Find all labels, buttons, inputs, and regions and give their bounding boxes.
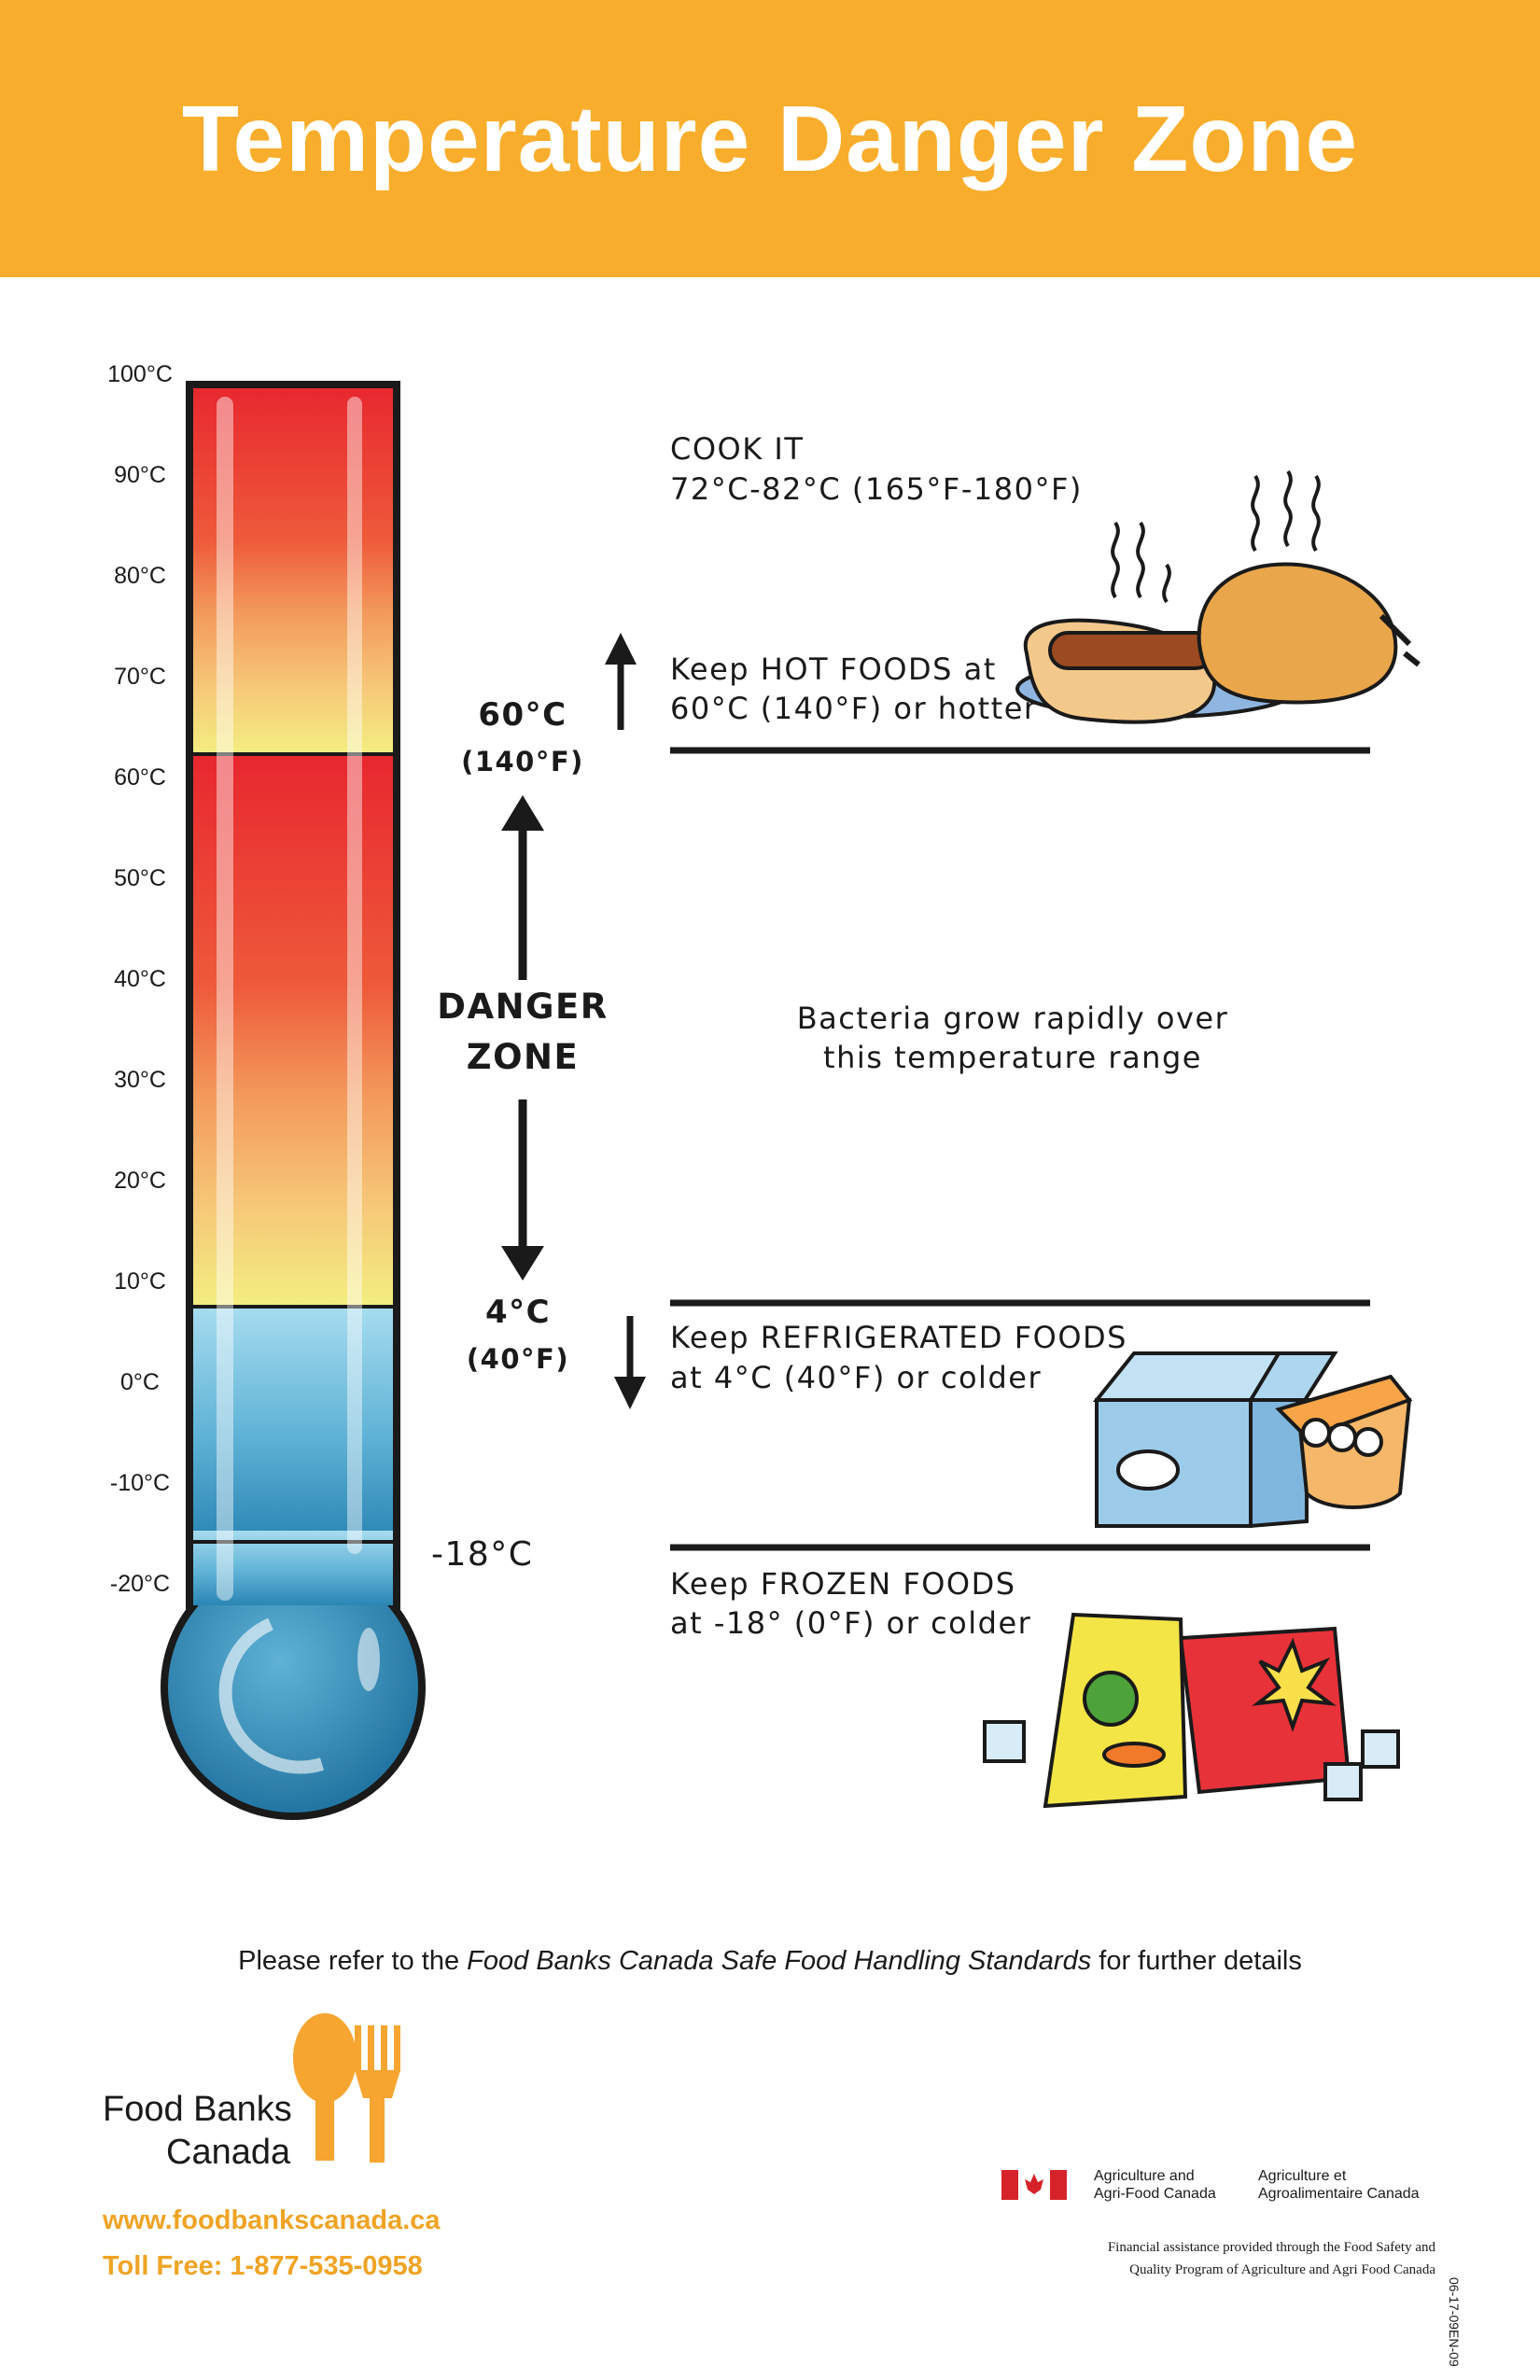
- canada-flag-icon: [1001, 2170, 1067, 2200]
- agr-en-line1: Agriculture and: [1094, 2168, 1195, 2184]
- financial-note-line2: Quality Program of Agriculture and Agri …: [1129, 2262, 1435, 2277]
- scale-tick: 100°C: [107, 361, 173, 387]
- scale-tick: 80°C: [114, 563, 166, 589]
- danger-zone-arrow: [501, 795, 544, 1281]
- frozen-line1: Keep FROZEN FOODS: [670, 1566, 1016, 1602]
- hot-foods-line2: 60°C (140°F) or hotter: [670, 691, 1038, 726]
- danger-label-line1: DANGER: [437, 987, 609, 1027]
- scale-tick: 10°C: [114, 1268, 166, 1295]
- frozen-food-icon: [983, 1612, 1400, 1809]
- financial-note-line1: Financial assistance provided through th…: [1107, 2240, 1435, 2255]
- cold-threshold-fahrenheit: (40°F): [466, 1343, 570, 1375]
- org-name-line1: Food Banks: [103, 2090, 292, 2129]
- danger-label-line2: ZONE: [466, 1037, 580, 1077]
- scale-tick: 30°C: [114, 1067, 166, 1093]
- arrow-down-icon: [614, 1316, 646, 1409]
- scale-tick: 40°C: [114, 966, 166, 992]
- agr-en-line2: Agri-Food Canada: [1094, 2186, 1216, 2202]
- scale-tick: -20°C: [109, 1571, 171, 1597]
- refrigerated-line2: at 4°C (40°F) or colder: [670, 1360, 1043, 1395]
- financial-note: Financial assistance provided through th…: [950, 2236, 1435, 2281]
- scale-tick: 20°C: [114, 1168, 166, 1194]
- thermometer-danger-section: [189, 754, 397, 1307]
- hot-threshold-fahrenheit: (140°F): [461, 746, 584, 777]
- page-title: Temperature Danger Zone: [181, 87, 1359, 191]
- scale-tick: 50°C: [114, 865, 166, 891]
- hot-threshold-celsius: 60°C: [478, 696, 567, 734]
- org-name-line2: Canada: [166, 2133, 291, 2172]
- cold-threshold-celsius: 4°C: [484, 1294, 552, 1331]
- thermometer: [161, 381, 426, 1820]
- agr-fr-line1: Agriculture et: [1258, 2168, 1347, 2184]
- scale-tick: 70°C: [114, 664, 166, 690]
- scale-tick: -10°C: [109, 1470, 171, 1496]
- arrow-up-icon: [605, 633, 637, 730]
- food-banks-canada-logo: [293, 2013, 400, 2163]
- agr-fr-line2: Agroalimentaire Canada: [1258, 2186, 1420, 2202]
- frozen-line2: at -18° (0°F) or colder: [670, 1605, 1032, 1641]
- cook-title: COOK IT: [670, 431, 805, 467]
- bacteria-line1: Bacteria grow rapidly over: [796, 1001, 1229, 1036]
- refrigerated-food-icon: [1092, 1351, 1413, 1529]
- thermometer-cold-section: [189, 1307, 397, 1542]
- thermometer-hot-section: [189, 385, 397, 754]
- reference-note: Please refer to the Food Banks Canada Sa…: [238, 1946, 1302, 1976]
- frozen-threshold-celsius: -18°C: [431, 1535, 534, 1574]
- refrigerated-line1: Keep REFRIGERATED FOODS: [670, 1320, 1127, 1355]
- hot-foods-line1: Keep HOT FOODS at: [670, 651, 997, 687]
- hot-food-icon: [1015, 469, 1421, 724]
- bacteria-line2: this temperature range: [823, 1040, 1202, 1075]
- toll-free-number: Toll Free: 1-877-535-0958: [103, 2251, 423, 2281]
- cook-range: 72°C-82°C (165°F-180°F): [670, 471, 1083, 507]
- scale-tick: 0°C: [120, 1369, 160, 1395]
- document-code: 06-17-09EN-09: [1447, 2277, 1462, 2367]
- scale-tick: 60°C: [114, 764, 166, 791]
- header-banner: Temperature Danger Zone: [0, 0, 1540, 277]
- scale-tick: 90°C: [114, 462, 166, 488]
- website-link[interactable]: www.foodbankscanada.ca: [103, 2205, 441, 2235]
